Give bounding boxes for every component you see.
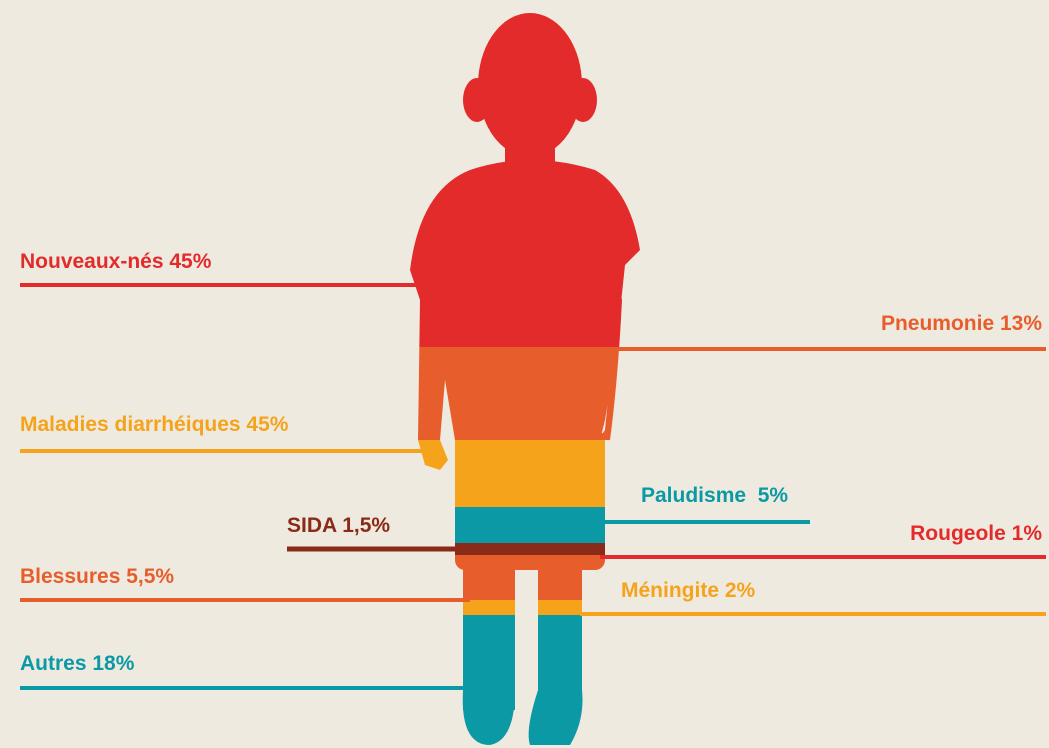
label: Blessures 5,5% xyxy=(20,565,174,588)
page: Nouveaux-nés 45% Pneumonie 13% Maladies … xyxy=(0,0,1049,748)
label: Autres 18% xyxy=(20,652,135,675)
label: Pneumonie 13% xyxy=(881,312,1042,335)
label: Maladies diarrhéiques 45% xyxy=(20,413,289,436)
label: Paludisme 5% xyxy=(641,484,788,507)
infographic: Nouveaux-nés 45% Pneumonie 13% Maladies … xyxy=(0,0,1049,748)
label: Nouveaux-nés 45% xyxy=(20,250,212,273)
label: SIDA 1,5% xyxy=(287,514,390,537)
child-silhouette xyxy=(400,0,660,748)
label: Méningite 2% xyxy=(621,579,756,602)
label: Rougeole 1% xyxy=(910,522,1042,545)
